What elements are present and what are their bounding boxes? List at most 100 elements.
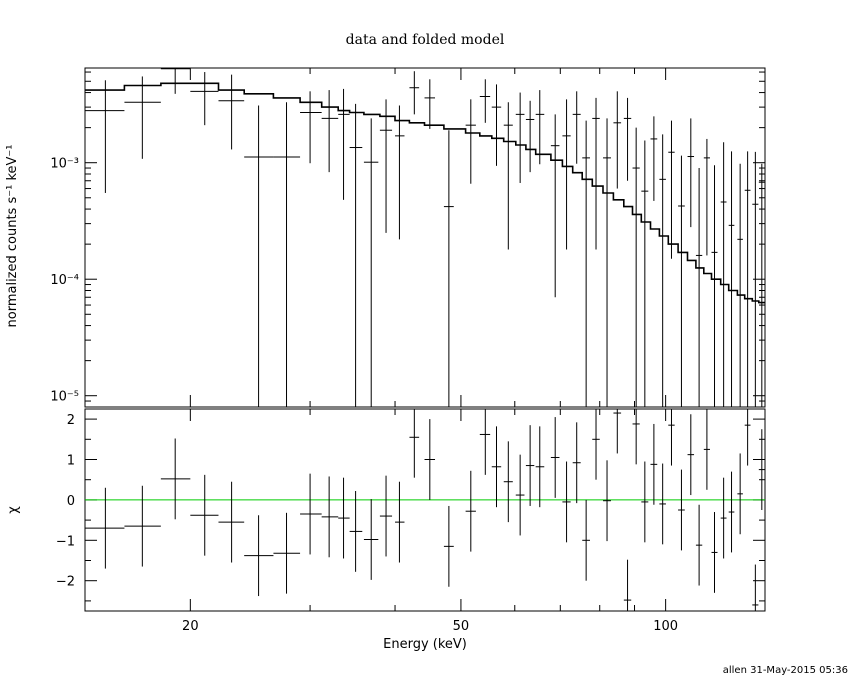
- spectrum-panel: 10⁻⁵ 10⁻⁴ 10⁻³: [50, 67, 766, 408]
- spectrum-data-point: [363, 118, 379, 407]
- spectrum-data-point: [244, 105, 274, 407]
- x-tick-label: 100: [653, 619, 678, 634]
- residual-data-point: [443, 505, 454, 587]
- spectrum-data-point: [678, 155, 685, 407]
- spectrum-data-point: [728, 151, 735, 407]
- residual-data-point: [720, 477, 727, 559]
- spectrum-data-point: [737, 163, 743, 407]
- spectrum-data-point: [218, 74, 245, 150]
- spectrum-data-point: [503, 102, 513, 250]
- residual-data-point: [363, 499, 379, 580]
- residual-data-point: [503, 441, 513, 523]
- residual-data-point: [623, 559, 632, 611]
- residual-data-point: [338, 477, 350, 559]
- spectrum-data-point: [409, 71, 420, 115]
- spectrum-data-point: [190, 72, 219, 126]
- residual-data-point: [479, 409, 491, 475]
- residual-data-point: [678, 469, 685, 551]
- residual-data-point: [491, 426, 502, 508]
- spectrum-data-point: [623, 97, 632, 181]
- spectrum-data-point: [491, 84, 502, 166]
- residual-data-point: [409, 409, 420, 478]
- residual-data-point: [562, 461, 571, 543]
- y-tick-label: 10⁻⁴: [50, 273, 79, 288]
- residual-data-point: [659, 463, 666, 545]
- y-tick-label: −1: [56, 534, 75, 549]
- spectrum-data-point: [443, 130, 454, 407]
- spectrum-data-point: [632, 127, 640, 407]
- spectrum-data-point: [562, 99, 571, 250]
- residual-data-point: [737, 453, 743, 535]
- spectrum-data-point: [650, 116, 658, 201]
- spectrum-data-point: [273, 102, 301, 407]
- spectrum-data-point: [758, 163, 765, 407]
- spectrum-data-point: [300, 91, 322, 164]
- residual-data-point: [603, 460, 611, 542]
- spectrum-data-point: [668, 120, 675, 259]
- residual-data-point: [744, 409, 751, 466]
- residual-data-point: [395, 481, 405, 563]
- spectrum-data-point: [379, 99, 393, 233]
- residual-data-point: [752, 564, 759, 611]
- spectrum-data-point: [603, 118, 611, 407]
- y-axis-label-spectrum: normalized counts s⁻¹ keV⁻¹: [5, 145, 20, 328]
- residual-data-point: [668, 409, 675, 466]
- model-step-line: [85, 82, 765, 304]
- spectrum-frame: [84, 67, 766, 408]
- residuals-frame: [84, 408, 766, 612]
- residual-data-point: [650, 423, 658, 505]
- y-tick-label: 10⁻³: [50, 157, 79, 172]
- residual-data-point: [695, 504, 703, 586]
- spectrum-data-point: [535, 90, 545, 165]
- residual-data-point: [85, 487, 125, 569]
- residual-data-point: [613, 409, 622, 454]
- spectrum-data-point: [592, 97, 600, 250]
- y-tick-label: 1: [67, 454, 75, 469]
- spectrum-data-point: [395, 105, 405, 240]
- residual-data-point: [124, 485, 161, 567]
- spectrum-data-point: [752, 151, 759, 407]
- y-axis-label-residuals: χ: [6, 506, 21, 514]
- residual-data-point: [582, 499, 590, 581]
- spectrum-data-point: [338, 88, 350, 200]
- residual-data-point: [218, 481, 245, 563]
- residual-data-point: [572, 422, 581, 504]
- spectrum-data-point: [465, 99, 476, 184]
- spectrum-data-point: [572, 91, 581, 164]
- spectrum-data-point: [424, 79, 436, 129]
- residual-data-point: [379, 475, 393, 557]
- spectrum-data-point: [720, 142, 727, 407]
- residual-data-point: [632, 409, 640, 465]
- residual-data-point: [592, 409, 600, 480]
- residual-data-point: [641, 461, 649, 543]
- spectrum-data-point: [321, 90, 339, 173]
- x-axis-label: Energy (keV): [383, 637, 467, 652]
- residual-data-point: [465, 470, 476, 552]
- spectrum-data-point: [687, 118, 695, 228]
- spectrum-data-point: [85, 80, 125, 193]
- spectrum-data-point: [550, 114, 560, 298]
- y-tick-label: −2: [56, 575, 75, 590]
- spectrum-data-point: [613, 91, 622, 189]
- spectrum-data-point: [349, 103, 363, 407]
- residual-data-point: [687, 414, 695, 496]
- residual-data-point: [300, 473, 322, 555]
- residual-data-point: [190, 474, 219, 556]
- residual-data-point: [160, 438, 191, 520]
- residual-data-point: [273, 512, 301, 594]
- residual-data-point: [244, 515, 274, 597]
- chart-title: data and folded model: [346, 32, 505, 48]
- y-tick-label: 10⁻⁵: [50, 390, 79, 405]
- residual-data-point: [728, 471, 735, 553]
- residual-data-point: [321, 476, 339, 558]
- y-tick-label: 0: [67, 494, 75, 509]
- residual-data-point: [550, 417, 560, 498]
- spectrum-data-point: [744, 151, 751, 407]
- y-tick-label: 2: [67, 413, 75, 428]
- residual-data-point: [349, 491, 363, 572]
- spectrum-data-point: [703, 138, 710, 256]
- spectrum-data-point: [479, 79, 491, 123]
- spectrum-data-point: [695, 168, 703, 407]
- x-tick-label: 50: [453, 619, 470, 634]
